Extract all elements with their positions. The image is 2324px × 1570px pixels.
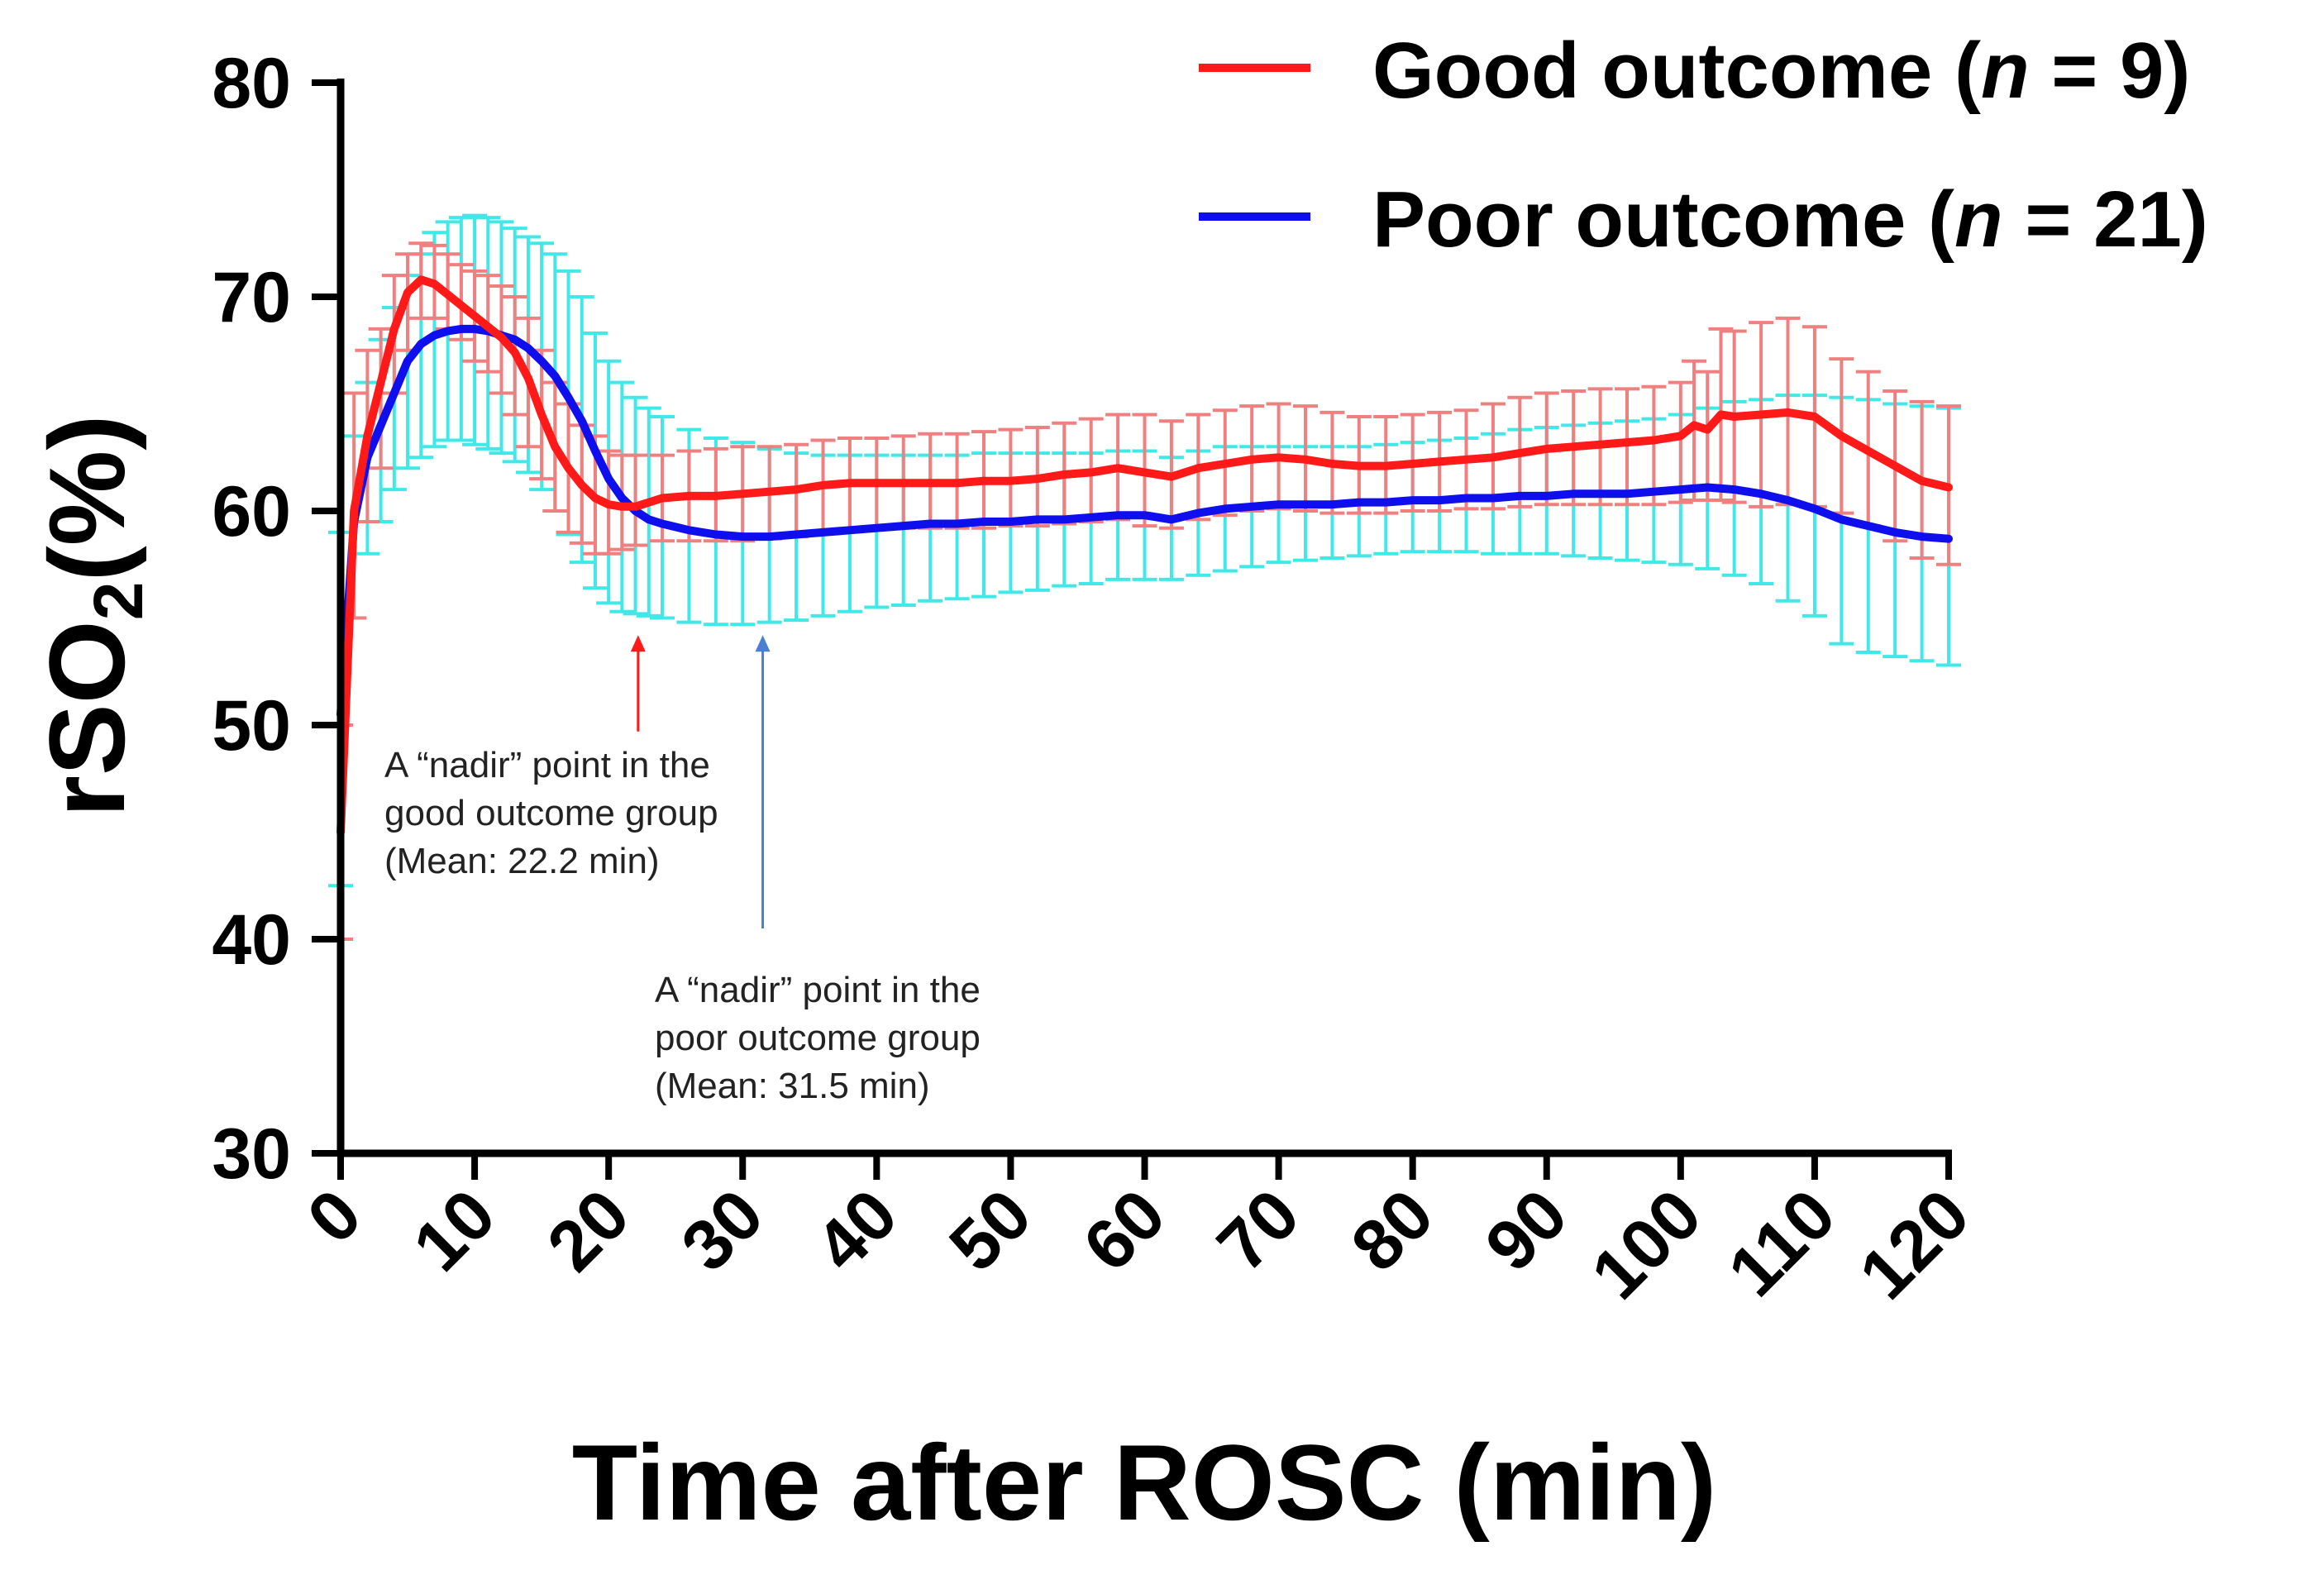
legend-poor-n: n	[1954, 175, 2003, 264]
y-axis-title-suffix: (%)	[26, 414, 147, 581]
x-tick-label: 0	[293, 1175, 377, 1259]
good-outcome-error-bar	[1668, 380, 1693, 504]
nadir-annotation-good: A “nadir” point in the good outcome group…	[384, 635, 718, 881]
y-tick-label: 30	[212, 1114, 291, 1194]
good-outcome-mean-line	[336, 275, 1953, 837]
annotation-text-line: good outcome group	[384, 793, 718, 833]
x-tick-label: 100	[1577, 1175, 1716, 1315]
y-tick-label: 40	[212, 900, 291, 980]
x-tick-label: 30	[666, 1175, 779, 1287]
y-tick-label: 50	[212, 686, 291, 766]
legend-label-good: Good outcome (n = 9)	[1372, 26, 2190, 115]
y-axis-title: rSO2(%)	[26, 414, 157, 817]
annotation-text-line: A “nadir” point in the	[655, 970, 981, 1010]
x-tick-label: 70	[1202, 1175, 1315, 1287]
x-tick-label: 80	[1337, 1175, 1449, 1287]
x-tick-label: 60	[1068, 1175, 1181, 1287]
nadir-annotation-poor: A “nadir” point in the poor outcome group…	[655, 635, 981, 1106]
x-tick-label: 50	[934, 1175, 1047, 1287]
annotations-layer: A “nadir” point in the good outcome group…	[384, 635, 981, 1106]
x-axis-title: Time after ROSC (min)	[572, 1422, 1717, 1543]
annotation-text-line: (Mean: 31.5 min)	[655, 1066, 930, 1106]
x-tick-label: 110	[1713, 1175, 1850, 1312]
annotation-text-line: (Mean: 22.2 min)	[384, 841, 660, 881]
legend-label-poor: Poor outcome (n = 21)	[1372, 175, 2208, 264]
legend-good-post: = 9)	[2030, 26, 2191, 115]
x-tick-label: 20	[532, 1175, 645, 1287]
y-axis-title-prefix: rSO	[26, 620, 147, 817]
legend-good-n: n	[1981, 26, 2030, 115]
annotation-arrow-head	[755, 635, 771, 652]
series-lines-layer	[336, 275, 1953, 837]
annotation-arrow-head	[630, 635, 646, 652]
good-outcome-error-bar	[1615, 387, 1639, 507]
x-tick-label: 10	[398, 1175, 511, 1287]
y-tick-label: 80	[212, 44, 291, 123]
legend-poor-post: = 21)	[2003, 175, 2208, 264]
y-tick-label: 60	[212, 472, 291, 551]
good-outcome-error-bar	[623, 453, 648, 547]
legend: Good outcome (n = 9) Poor outcome (n = 2…	[1199, 26, 2208, 264]
y-axis-title-subscript: 2	[79, 582, 157, 621]
x-tick-label: 40	[800, 1175, 913, 1287]
x-tick-label: 120	[1844, 1175, 1984, 1315]
legend-poor-pre: Poor outcome (	[1372, 175, 1954, 264]
good-outcome-error-bar	[1641, 384, 1667, 507]
annotation-text-line: poor outcome group	[655, 1018, 981, 1058]
annotation-text-line: A “nadir” point in the	[384, 745, 710, 785]
x-tick-label: 90	[1471, 1175, 1583, 1287]
y-tick-label: 70	[212, 258, 291, 337]
legend-good-pre: Good outcome (	[1372, 26, 1981, 115]
good-outcome-error-bar	[1695, 370, 1720, 503]
poor-outcome-error-bar	[636, 406, 661, 618]
